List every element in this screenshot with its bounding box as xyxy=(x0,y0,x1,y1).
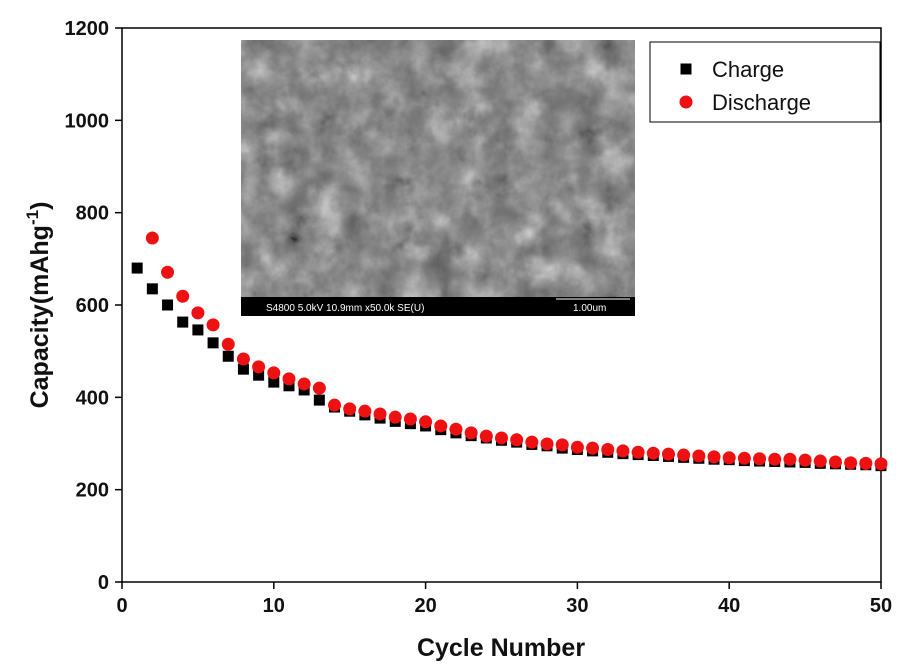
data-point xyxy=(555,438,569,452)
y-label-main: Capacity(mAhg xyxy=(26,225,54,408)
data-point xyxy=(282,372,296,386)
legend-marker xyxy=(679,95,693,109)
data-point xyxy=(419,415,433,429)
data-point xyxy=(844,456,858,470)
data-point xyxy=(192,324,204,336)
data-point xyxy=(358,404,372,418)
data-point xyxy=(161,265,175,279)
data-point xyxy=(313,394,325,406)
data-point xyxy=(207,337,219,349)
data-point xyxy=(222,350,234,362)
data-point xyxy=(464,426,478,440)
data-point xyxy=(283,380,295,392)
x-tick-label: 0 xyxy=(116,595,127,617)
data-point xyxy=(191,306,205,320)
data-point xyxy=(601,443,615,457)
data-point xyxy=(373,407,387,421)
data-point xyxy=(768,452,782,466)
data-point xyxy=(328,398,342,412)
data-point xyxy=(145,231,159,245)
y-tick-label: 600 xyxy=(76,295,109,317)
data-point xyxy=(221,337,235,351)
data-point xyxy=(146,283,158,295)
y-tick-label: 200 xyxy=(76,480,109,502)
y-tick-label: 800 xyxy=(76,203,109,225)
legend-box xyxy=(649,41,881,123)
data-point xyxy=(631,445,645,459)
data-point xyxy=(253,369,265,381)
data-point xyxy=(677,448,691,462)
data-point xyxy=(495,431,508,445)
data-point xyxy=(449,422,463,436)
y-label-end: ) xyxy=(26,202,54,210)
data-point xyxy=(540,437,554,451)
x-tick-label: 30 xyxy=(566,595,588,617)
data-point xyxy=(753,452,767,466)
data-point xyxy=(434,419,448,433)
data-point xyxy=(403,412,417,426)
data-point xyxy=(162,299,174,311)
data-point xyxy=(722,451,736,465)
x-tick-label: 40 xyxy=(718,595,740,617)
data-point xyxy=(828,455,842,469)
data-point xyxy=(388,410,402,424)
sem-caption-bar xyxy=(241,297,635,316)
data-point xyxy=(252,360,266,374)
x-tick-label: 20 xyxy=(414,595,436,617)
legend-label: Discharge xyxy=(712,90,811,115)
data-point xyxy=(237,363,249,375)
data-point xyxy=(268,376,280,388)
data-point xyxy=(267,366,281,380)
data-point xyxy=(297,377,311,391)
y-tick-label: 1200 xyxy=(65,18,110,40)
data-point xyxy=(343,402,357,416)
data-point xyxy=(177,316,189,328)
data-point xyxy=(510,433,524,447)
data-point xyxy=(859,456,873,470)
y-label-sup: -1 xyxy=(23,210,42,225)
x-tick-label: 50 xyxy=(870,595,892,617)
data-point xyxy=(783,452,797,466)
data-point xyxy=(798,453,812,467)
data-point xyxy=(206,318,220,332)
data-point xyxy=(131,262,143,274)
sem-caption: S4800 5.0kV 10.9mm x50.0k SE(U) xyxy=(266,303,424,314)
y-tick-label: 400 xyxy=(76,387,109,409)
data-point xyxy=(586,441,600,455)
y-tick-label: 0 xyxy=(98,572,109,594)
data-point xyxy=(525,435,539,449)
data-point xyxy=(570,440,584,454)
data-point xyxy=(616,444,630,458)
data-point xyxy=(236,352,250,366)
y-axis-label: Capacity(mAhg-1) xyxy=(23,202,54,409)
data-point xyxy=(707,450,721,464)
x-tick-label: 10 xyxy=(263,595,285,617)
legend-marker xyxy=(680,63,692,75)
inset-image: S4800 5.0kV 10.9mm x50.0k SE(U) 1.00um xyxy=(241,40,635,316)
legend-label: Charge xyxy=(712,57,784,82)
data-point xyxy=(661,447,675,461)
data-point xyxy=(692,449,706,463)
data-point xyxy=(479,429,493,443)
data-point xyxy=(312,381,326,395)
sem-texture xyxy=(241,40,635,298)
x-axis-label: Cycle Number xyxy=(417,634,585,662)
data-point xyxy=(874,457,888,471)
data-point xyxy=(646,446,660,460)
data-point xyxy=(813,454,827,468)
data-point xyxy=(176,289,190,303)
y-tick-label: 1000 xyxy=(65,110,110,132)
sem-scale: 1.00um xyxy=(573,303,606,314)
data-point xyxy=(737,451,751,465)
